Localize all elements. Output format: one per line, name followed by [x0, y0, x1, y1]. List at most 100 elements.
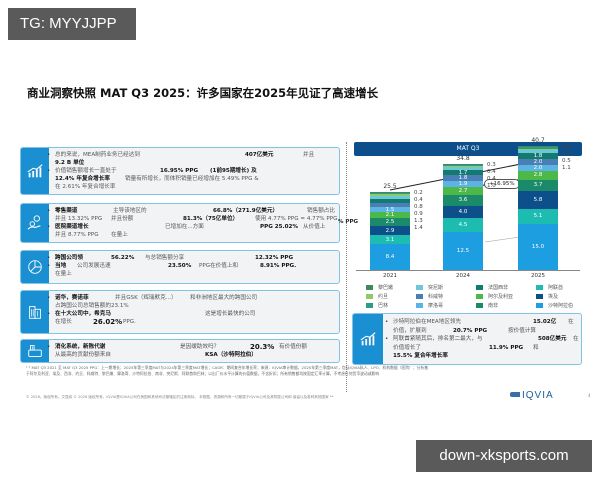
column-divider — [346, 142, 347, 392]
logo-mark-icon — [510, 392, 520, 397]
card-value: 20.3% — [250, 343, 275, 351]
legend-item: 法国西非 — [476, 284, 508, 291]
bar-chart-growth-icon — [21, 148, 49, 194]
card-value: 81.3%（75亿单位） — [183, 216, 239, 222]
legend-label: 黎巴嫩 — [378, 285, 394, 291]
bar-chart-growth-icon — [353, 314, 383, 364]
side-labels: 0.4 0.4 0.5 1.1 — [562, 144, 571, 172]
card-value: KSA（沙特阿拉伯） — [205, 352, 257, 358]
legend-swatch — [366, 303, 373, 308]
bar-segment: 8.4 — [370, 244, 410, 270]
legend-swatch — [476, 285, 483, 290]
bar-segment — [518, 148, 558, 151]
bar-segment: 1.7 — [443, 170, 483, 176]
card-value: 9.2 B 单位 — [55, 160, 85, 166]
insight-card-top-companies: 诺华，赛诺菲 并且GSK（辉瑞默克...） 和非洲地区最大的跨国公司 占跨国公司总销… — [20, 290, 340, 334]
card-text: PPG. — [123, 319, 136, 325]
bar-segment: 1.8 — [518, 153, 558, 159]
legend-label: 巴林 — [378, 303, 389, 309]
pie-chart-icon — [21, 251, 49, 283]
legend-label: 突尼斯 — [428, 285, 444, 291]
card-text: 诺华，赛诺菲 — [55, 295, 89, 301]
card-text: 价值，扩展到 — [393, 327, 427, 334]
legend-item: 黎巴嫩 — [366, 284, 393, 291]
card-text: 占跨国公司总销售额的23.1% — [55, 303, 129, 309]
bar-segment: 2.9 — [370, 226, 410, 235]
card-text: 总的来说，MEA制药业务已经达到 — [55, 152, 140, 158]
legend-label: 约旦 — [378, 294, 389, 300]
card-text: 零售渠道 — [55, 208, 78, 214]
card-text: 从价值上 — [303, 224, 326, 230]
card-text: 与总销售额分享 — [145, 255, 185, 261]
legend-swatch — [416, 303, 423, 308]
insight-card-value-growth: 总的来说，MEA制药业务已经达到 407亿美元 并且 9.2 B 单位 价值销售额增… — [20, 147, 340, 195]
bar-segment: 2.0 — [518, 158, 558, 166]
card-text: 当地 — [55, 263, 67, 269]
card-text: 使用 4.77% PPG = 4.77% PPG — [255, 216, 338, 222]
card-value: 407亿美元 — [245, 152, 274, 158]
card-text: 在 — [573, 336, 579, 342]
legend-label: 阿联酋 — [548, 285, 564, 291]
side-labels: 0.2 0.4 0.8 0.9 1.3 1.4 — [414, 190, 423, 232]
bar-segment: 2.7 — [443, 186, 483, 195]
card-text: 消化系统，新陈代谢 — [55, 344, 106, 350]
page-title: 商业洞察快照 MAT Q3 2025：许多国家在2025年见证了高速增长 — [27, 86, 379, 100]
legend-swatch — [416, 294, 423, 299]
bar-segment: 3.7 — [518, 179, 558, 191]
legend-label: 摩洛哥 — [428, 303, 444, 309]
card-text: 价值销售额增长一直处于 — [55, 168, 117, 174]
card-text: 并且 8.77% PPG — [55, 232, 99, 238]
bar-segment — [370, 199, 410, 204]
legend-swatch — [536, 303, 543, 308]
card-text: 从最高的贡献份额来自 — [55, 352, 111, 358]
page-number: 4 — [588, 393, 591, 398]
digestive-medicine-icon — [21, 340, 49, 362]
legend-item: 阿联酋 — [536, 284, 563, 291]
card-text: 并且GSK（辉瑞默克...） — [115, 295, 177, 301]
bar-segment — [370, 194, 410, 197]
card-value: 66.8%（271.9亿美元） — [213, 208, 279, 214]
legend-swatch — [476, 303, 483, 308]
card-text: 价值增长了 — [393, 344, 421, 351]
footnote: ¹ ² MAT Q3 2021 至 MAT Q3 2025 PPG：上一期增长；… — [26, 365, 586, 377]
card-text: 这是增长最快的公司 — [205, 311, 256, 317]
bar-segment — [370, 192, 410, 193]
legend-item: 巴林 — [366, 302, 388, 309]
card-text: 并且 — [303, 152, 315, 158]
bar-segment: 1.9 — [443, 181, 483, 187]
card-value: 15.5% 复合年增长率 — [393, 353, 448, 359]
card-text: 跨国公司领 — [55, 255, 83, 261]
buildings-icon — [21, 291, 49, 333]
card-text: 和 — [533, 344, 539, 351]
legend-item: 科威特 — [416, 293, 443, 300]
legend-item: 沙特阿拉伯 — [536, 302, 573, 309]
watermark-bottom: down-xksports.com — [416, 440, 592, 472]
card-value: 15.02亿 — [533, 319, 557, 325]
legend-label: 埃及 — [548, 294, 559, 300]
bar-segment: 4.0 — [443, 205, 483, 219]
bar-segment: 12.5 — [443, 231, 483, 270]
legend-item: 约旦 — [366, 293, 388, 300]
bar-segment — [443, 165, 483, 168]
card-value: 12.4% 年复合增长率 — [55, 176, 110, 182]
card-text: 主导该地区的 — [113, 208, 147, 214]
insight-card-therapy-area: 消化系统，新陈代谢 是因缓助效吗？ 20.3% 有价值份额 从最高的贡献份额来自 KSA… — [20, 339, 340, 363]
card-value: 8.91% PPG. — [260, 263, 297, 269]
bar-segment — [443, 163, 483, 165]
iqvia-logo: IQVIA — [510, 390, 554, 401]
card-text: 在增长 — [55, 319, 72, 325]
card-text: 在量上 — [55, 271, 72, 277]
watermark-top: TG: MYYJJPP — [8, 8, 136, 40]
footnote-line: ¹ ² MAT Q3 2021 至 MAT Q3 2025 PPG：上一期增长；… — [26, 365, 429, 370]
insight-card-channels: 零售渠道 主导该地区的 66.8%（271.9亿美元） 销售额占比 并且 13.32%… — [20, 203, 340, 243]
bar-segment: 5.1 — [518, 208, 558, 225]
card-text: 沙特阿拉伯在MEA地区领先 — [393, 319, 462, 325]
legend-label: 科威特 — [428, 294, 444, 300]
bar-segment — [370, 203, 410, 208]
legend-label: 阿尔及利亚 — [488, 294, 514, 300]
legend-swatch — [476, 294, 483, 299]
card-text: 医院渠道增长 — [55, 224, 89, 230]
legend-item: 阿尔及利亚 — [476, 293, 513, 300]
card-value: 26.02% — [93, 318, 123, 326]
